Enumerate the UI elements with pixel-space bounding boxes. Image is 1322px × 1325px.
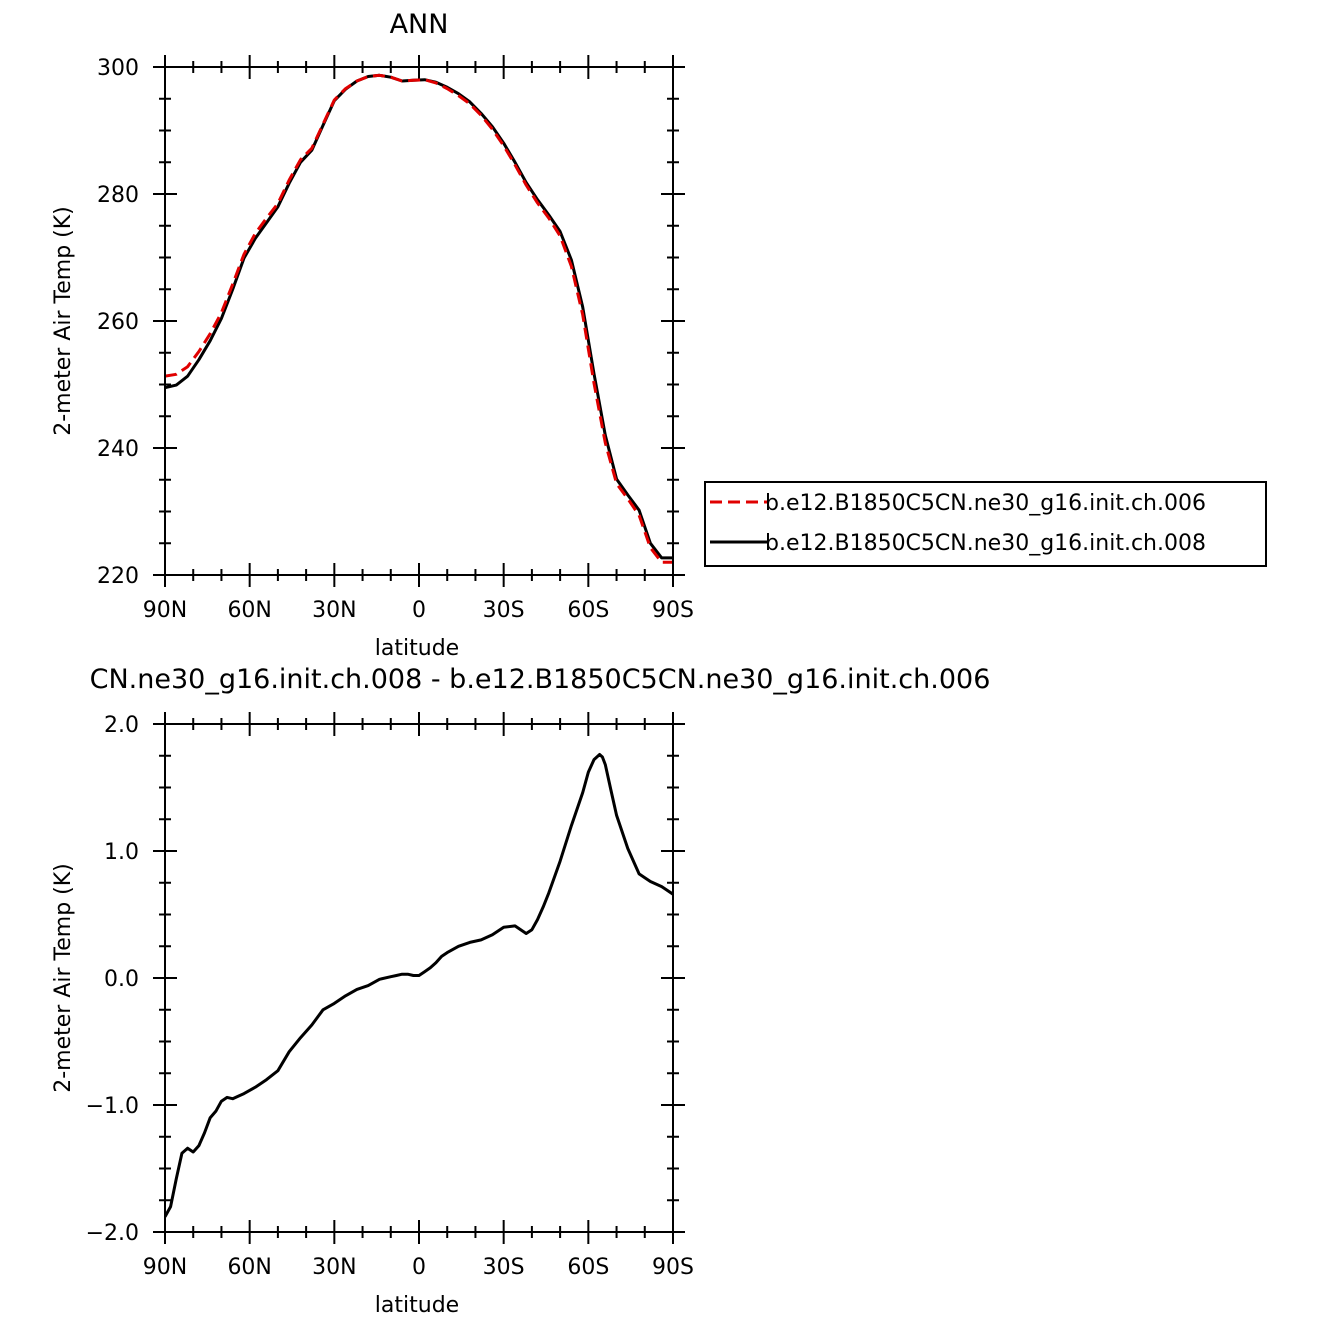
x-tick-label: 0	[412, 598, 426, 623]
series-line-1	[165, 73, 673, 560]
series-line-0	[165, 753, 673, 1218]
x-tick-label: 30S	[483, 1255, 525, 1280]
y-axis-label: 2-meter Air Temp (K)	[51, 206, 76, 436]
y-tick-label: 2.0	[104, 713, 139, 738]
x-tick-label: 30S	[483, 598, 525, 623]
x-tick-label: 0	[412, 1255, 426, 1280]
x-tick-label: 90N	[143, 1255, 187, 1280]
y-tick-label: −1.0	[86, 1094, 139, 1119]
x-axis-label: latitude	[375, 636, 459, 661]
x-tick-label: 90N	[143, 598, 187, 623]
x-tick-label: 60S	[567, 1255, 609, 1280]
y-tick-label: −2.0	[86, 1221, 139, 1246]
y-tick-label: 0.0	[104, 967, 139, 992]
x-tick-label: 90S	[652, 1255, 694, 1280]
x-tick-label: 30N	[312, 1255, 356, 1280]
plot-frame	[164, 723, 674, 1233]
y-tick-label: 260	[97, 310, 139, 335]
plot-frame	[164, 66, 674, 576]
x-tick-label: 30N	[312, 598, 356, 623]
x-tick-label: 90S	[652, 598, 694, 623]
x-tick-label: 60N	[227, 598, 271, 623]
x-tick-label: 60N	[227, 1255, 271, 1280]
y-tick-label: 300	[97, 56, 139, 81]
x-axis-label: latitude	[375, 1293, 459, 1318]
series-line-0	[165, 73, 673, 564]
legend-entry: b.e12.B1850C5CN.ne30_g16.init.ch.006	[765, 491, 1206, 516]
legend-entry: b.e12.B1850C5CN.ne30_g16.init.ch.008	[765, 531, 1206, 556]
x-tick-label: 60S	[567, 598, 609, 623]
y-tick-label: 240	[97, 437, 139, 462]
legend-box	[704, 481, 1267, 567]
y-tick-label: 280	[97, 183, 139, 208]
y-tick-label: 1.0	[104, 840, 139, 865]
y-axis-label: 2-meter Air Temp (K)	[51, 863, 76, 1093]
y-tick-label: 220	[97, 564, 139, 589]
chart-title: ANN	[390, 9, 449, 40]
chart-title: CN.ne30_g16.init.ch.008 - b.e12.B1850C5C…	[90, 664, 991, 695]
